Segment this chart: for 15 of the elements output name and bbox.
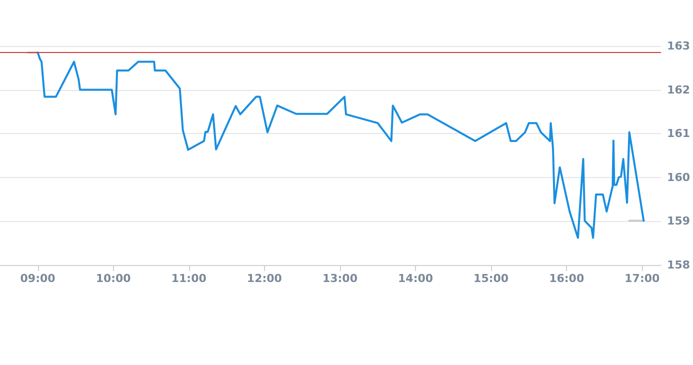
y-tick-label: 161 xyxy=(667,127,690,140)
y-tick-label: 159 xyxy=(667,214,690,228)
x-tick-label: 15:00 xyxy=(474,272,509,285)
x-tick-label: 13:00 xyxy=(322,272,358,285)
x-tick-label: 16:00 xyxy=(549,272,584,285)
x-tick-label: 11:00 xyxy=(171,272,207,285)
x-tick-label: 17:00 xyxy=(624,272,660,285)
x-tick-label: 10:00 xyxy=(96,272,132,285)
y-tick-label: 158 xyxy=(667,258,690,272)
x-tick-label: 09:00 xyxy=(20,272,56,285)
y-tick-label: 160 xyxy=(667,170,690,184)
y-tick-label: 162 xyxy=(667,83,690,96)
y-tick-label: 163 xyxy=(667,40,690,52)
x-tick-label: 12:00 xyxy=(246,272,282,285)
x-tick-label: 14:00 xyxy=(398,272,434,285)
